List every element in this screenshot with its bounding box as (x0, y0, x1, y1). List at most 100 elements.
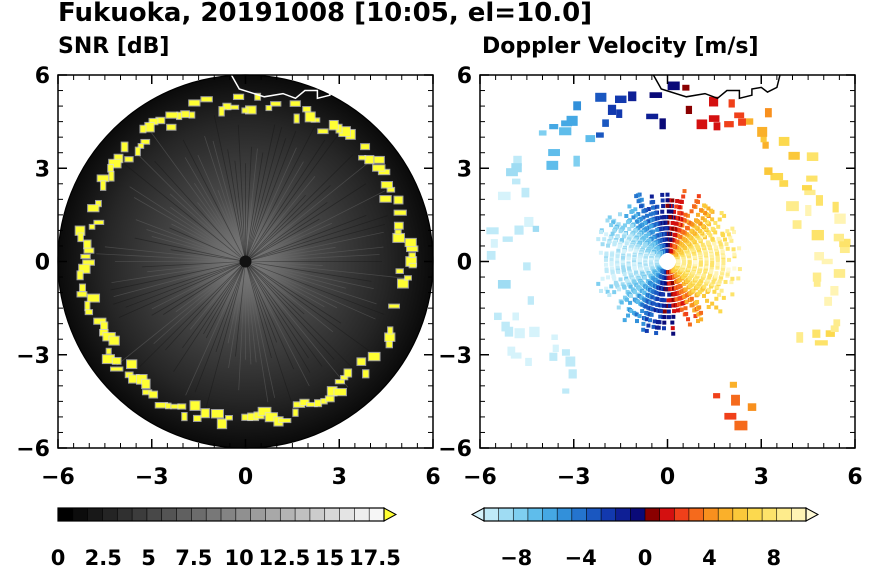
snr-xtick-label: −3 (135, 465, 169, 490)
doppler-colorbar-tick-label: −4 (564, 546, 596, 570)
doppler-cell (701, 273, 706, 278)
snr-cell (81, 254, 90, 259)
snr-streak (245, 261, 334, 333)
snr-cell (219, 107, 224, 116)
doppler-ring-cell (747, 403, 757, 411)
snr-streak (151, 261, 246, 310)
snr-streak (245, 185, 331, 262)
snr-streak (154, 160, 246, 262)
doppler-cell (660, 209, 665, 214)
doppler-cell (655, 227, 660, 232)
doppler-cell (624, 276, 629, 281)
dop-ytick-label: 3 (457, 157, 472, 182)
snr-streak (205, 261, 246, 339)
doppler-cell (681, 300, 686, 305)
snr-cell (166, 112, 178, 118)
snr-streak (245, 146, 252, 262)
doppler-cell (713, 273, 718, 278)
snr-cell (201, 97, 212, 102)
snr-cell (339, 127, 350, 137)
doppler-cell (737, 246, 742, 251)
snr-cell (233, 94, 244, 100)
snr-streak (135, 219, 246, 262)
doppler-ring-cell (552, 344, 559, 353)
snr-field (58, 75, 433, 448)
doppler-ring-cell (760, 135, 767, 143)
doppler-ring-cell (546, 160, 559, 170)
snr-streak (245, 261, 269, 403)
snr-cell (182, 412, 187, 421)
doppler-cell (708, 233, 713, 238)
snr-streak (245, 261, 257, 363)
doppler-cell (710, 260, 715, 265)
snr-cell (106, 348, 111, 354)
doppler-cell (705, 240, 710, 245)
doppler-cell (634, 312, 639, 317)
doppler-cell (731, 247, 736, 252)
doppler-cell (627, 204, 632, 209)
doppler-cell (604, 262, 609, 267)
snr-cell (409, 253, 415, 258)
doppler-ring-cell (834, 213, 846, 224)
doppler-cell (604, 286, 609, 291)
doppler-cell (670, 326, 675, 331)
snr-streak (245, 261, 358, 373)
snr-cell (325, 396, 334, 402)
snr-streak (111, 261, 246, 284)
doppler-cell (626, 313, 631, 318)
doppler-cell (721, 295, 726, 300)
snr-cell (109, 159, 121, 168)
snr-cell (75, 226, 85, 235)
doppler-cell (628, 247, 633, 252)
doppler-ring-cell (779, 180, 789, 187)
doppler-cell (629, 293, 634, 298)
snr-cell (394, 196, 403, 204)
snr-streak (185, 261, 246, 396)
snr-cell (85, 301, 90, 311)
snr-streak (245, 261, 272, 359)
doppler-colorbar-swatch (659, 508, 675, 521)
doppler-cell (600, 242, 605, 247)
doppler-ring-cell (565, 356, 576, 367)
snr-streak (238, 261, 246, 391)
snr-streak (245, 261, 252, 365)
doppler-cell (708, 272, 713, 277)
snr-streak (237, 124, 246, 262)
doppler-cell (701, 293, 706, 298)
doppler-colorbar-swatch (557, 508, 573, 521)
doppler-ring-cell (713, 393, 721, 399)
doppler-cell (697, 305, 702, 310)
doppler-cell (718, 242, 723, 247)
doppler-cell (624, 213, 629, 218)
snr-streak (175, 261, 246, 313)
doppler-cell (732, 230, 737, 235)
axes-dop: −6 6 −3 3 0 0 3 −3 6 −6 (438, 64, 862, 490)
coastline (230, 74, 359, 100)
doppler-cell (631, 215, 636, 220)
snr-streak (197, 202, 246, 262)
snr-cell (77, 271, 83, 280)
snr-streak (245, 127, 344, 262)
snr-colorbar-tick-label: 5 (141, 546, 156, 570)
snr-cell (381, 182, 393, 188)
snr-streak (245, 222, 333, 262)
doppler-cell (658, 314, 663, 319)
snr-cell (121, 142, 128, 152)
snr-colorbar-swatch (161, 508, 177, 521)
doppler-ring-cell (562, 388, 570, 394)
snr-cell (406, 246, 418, 252)
doppler-ring-cell (501, 321, 510, 332)
doppler-ring-cell (821, 258, 833, 265)
doppler-cell (684, 219, 689, 224)
snr-streak (245, 139, 326, 262)
doppler-cell (715, 262, 720, 267)
doppler-cell (666, 315, 671, 320)
snr-cell (97, 175, 109, 182)
doppler-ring-cell (824, 296, 833, 306)
snr-cell (378, 169, 390, 175)
doppler-cell (725, 246, 730, 251)
doppler-cell (617, 244, 622, 249)
snr-streak (212, 140, 246, 262)
doppler-cell (636, 199, 641, 204)
snr-streak (235, 261, 246, 357)
